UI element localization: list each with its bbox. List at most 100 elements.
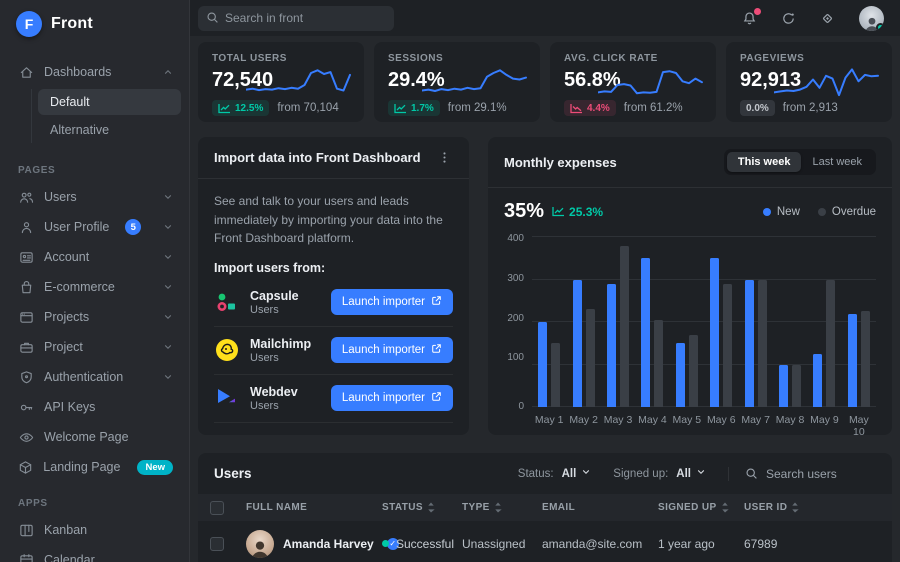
filter-value-dropdown[interactable]: All — [676, 467, 706, 480]
brand-name: Front — [51, 15, 93, 32]
table-row[interactable]: Amanda Harvey ✓ Successful Unassigned am… — [198, 521, 892, 562]
y-axis-tick: 200 — [507, 312, 524, 324]
bar-overdue[interactable] — [551, 343, 561, 407]
stat-from: from 2,913 — [782, 102, 838, 114]
bell-icon[interactable] — [742, 7, 761, 26]
sidebar-item-label: Welcome Page — [44, 430, 129, 444]
x-axis-label: May 7 — [741, 414, 770, 426]
sort-icon — [721, 502, 729, 513]
row-checkbox[interactable] — [210, 536, 224, 551]
chart-legend: New Overdue — [762, 206, 876, 218]
stat-footer: 1.7% from 29.1% — [388, 100, 526, 116]
users-search-input[interactable] — [766, 466, 876, 481]
bar-new[interactable] — [813, 353, 823, 407]
external-link-icon — [431, 343, 442, 357]
filter-signed-up[interactable]: Signed up: All — [613, 467, 706, 480]
user-avatar[interactable] — [859, 5, 884, 31]
bar-overdue[interactable] — [826, 279, 836, 407]
kanban-icon — [18, 523, 34, 538]
sidebar-item-user-profile[interactable]: User Profile 5 — [8, 212, 181, 242]
notification-dot — [754, 7, 761, 15]
bar-new[interactable] — [710, 258, 720, 407]
column-header-status[interactable]: Status — [382, 502, 462, 513]
apps-icon[interactable] — [820, 11, 835, 26]
column-header-signed-up[interactable]: Signed up — [658, 502, 744, 513]
sidebar-item-label: Kanban — [44, 523, 88, 537]
sidebar-item-e-commerce[interactable]: E-commerce — [8, 272, 181, 302]
topbar-actions — [742, 5, 884, 31]
chevron-up-icon — [163, 67, 173, 77]
sidebar-item-users[interactable]: Users — [8, 182, 181, 212]
bar-new[interactable] — [538, 322, 548, 407]
column-header-user-id[interactable]: User ID — [744, 502, 876, 513]
launch-importer-button[interactable]: Launch importer — [330, 385, 453, 412]
eye-icon — [18, 430, 34, 445]
bar-overdue[interactable] — [723, 283, 733, 407]
bar-overdue[interactable] — [792, 364, 802, 407]
stats-row: Total users 72,540 12.5% from 70,104 Ses… — [198, 42, 892, 122]
bar-new[interactable] — [641, 258, 651, 407]
sidebar-item-account[interactable]: Account — [8, 242, 181, 272]
bar-overdue[interactable] — [860, 311, 870, 407]
select-all-checkbox[interactable] — [210, 500, 224, 515]
launch-importer-button[interactable]: Launch importer — [330, 337, 453, 364]
stat-from: from 70,104 — [277, 102, 339, 114]
filter-status[interactable]: Status: All — [518, 467, 592, 480]
bar-overdue[interactable] — [620, 245, 630, 407]
sidebar-subitem-default[interactable]: Default — [38, 89, 181, 115]
stat-footer: 12.5% from 70,104 — [212, 100, 350, 116]
bar-new[interactable] — [847, 313, 857, 407]
cell-full-name: Amanda Harvey ✓ — [246, 529, 399, 558]
x-axis-label: May 8 — [775, 414, 805, 426]
import-footer: Or you can sync data to Front Dashboard … — [214, 421, 453, 435]
search-input[interactable] — [198, 5, 394, 31]
sidebar-item-authentication[interactable]: Authentication — [8, 362, 181, 392]
bar-group-may-9 — [807, 237, 841, 407]
sidebar-item-dashboards[interactable]: Dashboards — [8, 57, 181, 87]
stat-value: 56.8% — [564, 69, 621, 91]
bar-overdue[interactable] — [688, 334, 698, 407]
column-header-type[interactable]: Type — [462, 502, 542, 513]
more-options-icon[interactable] — [436, 149, 453, 166]
activity-icon[interactable] — [781, 11, 796, 26]
bar-new[interactable] — [675, 343, 685, 407]
bar-overdue[interactable] — [585, 309, 595, 407]
source-name: Capsule — [250, 288, 299, 303]
sidebar-item-projects[interactable]: Projects — [8, 302, 181, 332]
filter-value-dropdown[interactable]: All — [562, 467, 592, 480]
sparkline-chart — [422, 69, 527, 92]
sidebar-item-landing-page[interactable]: Landing Page New — [8, 452, 181, 482]
bar-new[interactable] — [572, 279, 582, 407]
bar-group-may-1 — [532, 237, 566, 407]
sidebar-subitem-alternative[interactable]: Alternative — [50, 123, 110, 137]
brand[interactable]: F Front — [0, 0, 189, 47]
toggle-last-week[interactable]: Last week — [801, 152, 873, 172]
toggle-this-week[interactable]: This week — [726, 152, 802, 172]
sidebar-item-kanban[interactable]: Kanban — [8, 515, 181, 545]
expenses-chart-plot — [532, 236, 876, 407]
online-status-dot — [876, 22, 884, 31]
mailchimp-logo-icon — [214, 337, 240, 363]
stat-card-avg-click-rate: Avg. click rate 56.8% 4.4% from 61.2% — [550, 42, 716, 122]
launch-importer-button[interactable]: Launch importer — [330, 289, 453, 316]
front-logo-icon: F — [16, 11, 42, 37]
expenses-percent: 35% — [504, 200, 545, 222]
bar-new[interactable] — [744, 279, 754, 407]
bar-overdue[interactable] — [654, 319, 664, 407]
import-card: Import data into Front Dashboard See and… — [198, 137, 469, 435]
chevron-down-icon — [163, 192, 173, 202]
bar-new[interactable] — [779, 364, 789, 407]
stat-value: 92,913 — [740, 69, 802, 91]
sidebar-item-calendar[interactable]: Calendar — [8, 545, 181, 562]
bar-overdue[interactable] — [757, 279, 767, 407]
chevron-down-icon — [163, 342, 173, 352]
row-avatar — [246, 529, 274, 558]
stat-label: Pageviews — [740, 53, 805, 64]
bar-new[interactable] — [607, 283, 617, 407]
sidebar-item-welcome-page[interactable]: Welcome Page — [8, 422, 181, 452]
sidebar-item-api-keys[interactable]: API Keys — [8, 392, 181, 422]
sidebar-item-label: Landing Page — [43, 460, 121, 474]
source-name: Webdev — [250, 384, 298, 399]
sidebar-item-project[interactable]: Project — [8, 332, 181, 362]
source-name: Mailchimp — [250, 336, 312, 351]
